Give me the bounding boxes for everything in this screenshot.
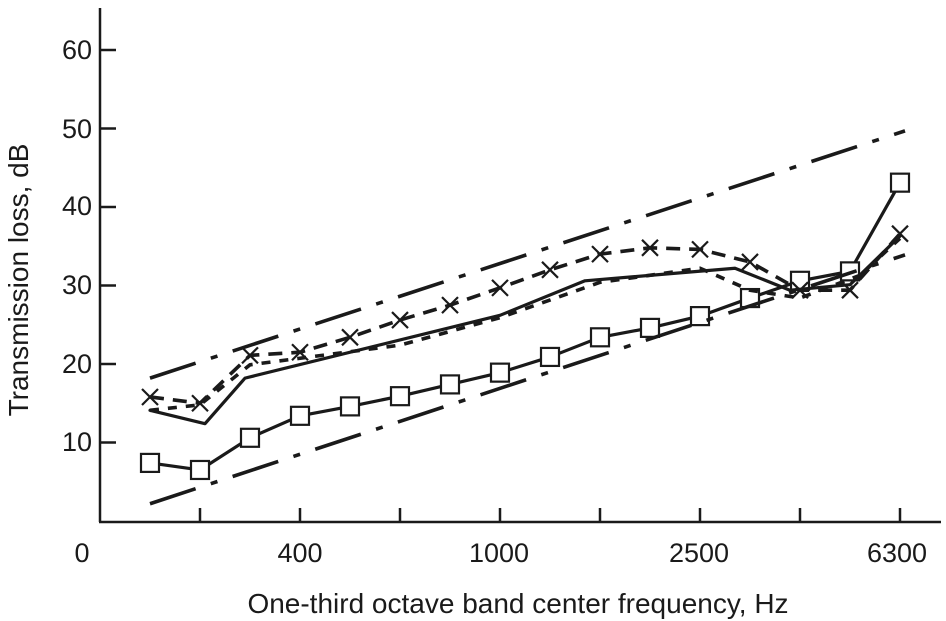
x-marker-icon bbox=[241, 346, 259, 365]
x-marker-icon bbox=[691, 240, 709, 259]
data-series bbox=[139, 129, 911, 506]
square-marker-icon bbox=[589, 327, 611, 348]
square-marker-icon bbox=[339, 396, 361, 417]
square-marker-icon bbox=[239, 427, 261, 448]
x-marker-icon bbox=[391, 311, 409, 329]
x-marker-icon bbox=[191, 394, 209, 413]
square-marker-icon bbox=[439, 374, 461, 395]
y-ticks bbox=[100, 48, 116, 444]
y-tick-label: 60 bbox=[62, 35, 92, 65]
series-line bbox=[149, 232, 902, 406]
x-tick-labels: 0 400 1000 2500 6300 bbox=[74, 538, 927, 568]
x-tick-label: 0 bbox=[74, 538, 89, 568]
x-tick-label: 6300 bbox=[867, 538, 927, 568]
x-marker-icon bbox=[491, 279, 509, 297]
series-solid-curve bbox=[148, 234, 902, 426]
y-tick-label: 40 bbox=[62, 191, 92, 221]
x-marker-icon bbox=[741, 253, 759, 271]
x-tick-label: 1000 bbox=[469, 538, 529, 568]
axes bbox=[98, 8, 941, 524]
x-marker-icon bbox=[141, 388, 159, 406]
square-marker-icon bbox=[289, 405, 311, 426]
x-ticks bbox=[198, 508, 902, 522]
x-marker-icon bbox=[341, 328, 359, 347]
x-axis-title: One-third octave band center frequency, … bbox=[247, 588, 788, 619]
series-line bbox=[148, 234, 902, 426]
series-dotted-curve bbox=[149, 237, 902, 413]
x-marker-icon bbox=[591, 245, 609, 263]
x-marker-icon bbox=[441, 296, 459, 314]
square-marker-icon bbox=[189, 459, 211, 481]
y-tick-label: 50 bbox=[62, 114, 92, 144]
x-tick-label: 400 bbox=[277, 538, 322, 568]
square-marker-icon bbox=[489, 362, 511, 383]
series-line bbox=[149, 129, 906, 380]
series-lower-dash-dot-line bbox=[149, 253, 906, 506]
x-tick-label: 2500 bbox=[669, 538, 729, 568]
series-upper-dash-dot-line bbox=[149, 129, 906, 380]
square-marker-icon bbox=[789, 270, 811, 291]
square-marker-icon bbox=[689, 306, 711, 327]
square-marker-icon bbox=[539, 346, 561, 368]
series-line bbox=[149, 237, 902, 413]
y-tick-label: 20 bbox=[62, 349, 92, 379]
square-marker-icon bbox=[139, 452, 161, 474]
y-tick-label: 30 bbox=[62, 270, 92, 300]
x-marker-icon bbox=[541, 261, 559, 279]
square-marker-icon bbox=[889, 172, 911, 193]
square-marker-icon bbox=[389, 386, 411, 407]
square-marker-icon bbox=[639, 317, 661, 338]
series-line bbox=[149, 253, 906, 506]
x-marker-icon bbox=[641, 239, 659, 257]
y-axis-title: Transmission loss, dB bbox=[3, 144, 34, 417]
y-tick-labels: 10 20 30 40 50 60 bbox=[62, 35, 92, 457]
y-tick-label: 10 bbox=[62, 427, 92, 457]
series-line bbox=[148, 181, 902, 472]
series-measured-squares- bbox=[139, 172, 911, 481]
